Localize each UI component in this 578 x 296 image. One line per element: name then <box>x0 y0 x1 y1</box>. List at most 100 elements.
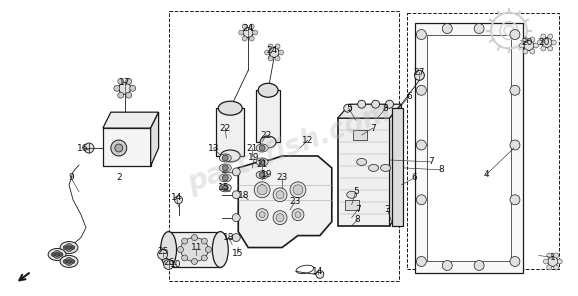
Ellipse shape <box>219 154 231 162</box>
Circle shape <box>276 214 284 222</box>
Circle shape <box>118 78 124 84</box>
Text: 16: 16 <box>77 144 88 152</box>
Circle shape <box>51 252 55 257</box>
Ellipse shape <box>380 164 391 171</box>
Circle shape <box>239 30 244 35</box>
Ellipse shape <box>48 249 66 260</box>
Circle shape <box>223 165 228 171</box>
Text: 23: 23 <box>289 197 301 206</box>
Circle shape <box>232 234 240 242</box>
Circle shape <box>265 50 269 55</box>
Text: 10: 10 <box>170 260 181 269</box>
Text: 6: 6 <box>412 173 417 182</box>
Circle shape <box>557 259 562 264</box>
Circle shape <box>129 85 136 91</box>
Circle shape <box>259 185 265 191</box>
Text: 7: 7 <box>428 157 434 166</box>
Text: 8: 8 <box>355 215 361 224</box>
Ellipse shape <box>256 158 268 166</box>
Polygon shape <box>390 104 402 226</box>
Ellipse shape <box>218 101 242 115</box>
Text: 7: 7 <box>370 124 376 133</box>
Polygon shape <box>338 104 402 118</box>
Circle shape <box>538 40 542 45</box>
Ellipse shape <box>260 136 276 148</box>
Ellipse shape <box>256 171 268 179</box>
Circle shape <box>63 246 67 250</box>
Circle shape <box>510 257 520 266</box>
Circle shape <box>530 37 535 42</box>
Circle shape <box>201 238 208 244</box>
Bar <box>427 35 511 261</box>
Text: 12: 12 <box>302 136 314 144</box>
Circle shape <box>533 43 538 48</box>
Text: 9: 9 <box>68 173 74 182</box>
Bar <box>338 118 390 226</box>
Text: 14: 14 <box>312 267 324 276</box>
Circle shape <box>416 85 427 95</box>
Bar <box>416 22 523 274</box>
Text: 8: 8 <box>383 104 388 113</box>
Circle shape <box>275 56 280 61</box>
Circle shape <box>259 212 265 218</box>
Circle shape <box>290 182 306 198</box>
Circle shape <box>126 92 132 98</box>
Circle shape <box>279 50 284 55</box>
Circle shape <box>548 34 553 39</box>
Circle shape <box>442 24 452 33</box>
Circle shape <box>268 44 273 49</box>
Circle shape <box>547 253 552 258</box>
Circle shape <box>551 40 556 45</box>
Ellipse shape <box>347 191 357 198</box>
Text: 19: 19 <box>249 153 260 163</box>
Text: 3: 3 <box>385 205 390 214</box>
Ellipse shape <box>212 231 228 268</box>
Circle shape <box>242 36 247 41</box>
Circle shape <box>344 104 351 112</box>
Circle shape <box>111 140 127 156</box>
Bar <box>353 130 366 140</box>
Circle shape <box>71 246 75 250</box>
Ellipse shape <box>161 231 176 268</box>
Ellipse shape <box>60 242 78 253</box>
Circle shape <box>520 43 524 48</box>
Ellipse shape <box>256 184 268 192</box>
Text: 7: 7 <box>355 205 361 214</box>
Circle shape <box>523 37 528 42</box>
Circle shape <box>119 82 131 94</box>
Circle shape <box>372 100 380 108</box>
Text: 19: 19 <box>261 170 273 179</box>
Text: 17: 17 <box>119 78 131 87</box>
Circle shape <box>269 47 279 57</box>
Circle shape <box>223 175 228 181</box>
Circle shape <box>114 85 120 91</box>
Bar <box>391 108 403 226</box>
Circle shape <box>414 70 424 80</box>
Circle shape <box>158 250 168 260</box>
Circle shape <box>253 30 258 35</box>
Circle shape <box>416 257 427 266</box>
Text: 8: 8 <box>438 165 444 174</box>
Circle shape <box>295 212 301 218</box>
Circle shape <box>201 255 208 261</box>
Circle shape <box>316 271 324 278</box>
Circle shape <box>223 155 228 161</box>
Bar <box>407 13 559 269</box>
Polygon shape <box>151 112 158 166</box>
Text: partsfish.com: partsfish.com <box>183 98 395 198</box>
Circle shape <box>530 49 535 54</box>
Text: 22: 22 <box>261 131 272 139</box>
Text: 27: 27 <box>414 68 425 77</box>
Circle shape <box>65 258 73 266</box>
Circle shape <box>67 260 71 263</box>
Polygon shape <box>238 156 332 247</box>
Circle shape <box>548 257 558 266</box>
Text: 21: 21 <box>246 144 258 152</box>
Polygon shape <box>169 231 220 268</box>
Polygon shape <box>103 112 158 128</box>
Text: 13: 13 <box>208 144 219 152</box>
Circle shape <box>510 195 520 205</box>
Circle shape <box>257 185 267 195</box>
Circle shape <box>543 259 549 264</box>
Ellipse shape <box>258 83 278 97</box>
